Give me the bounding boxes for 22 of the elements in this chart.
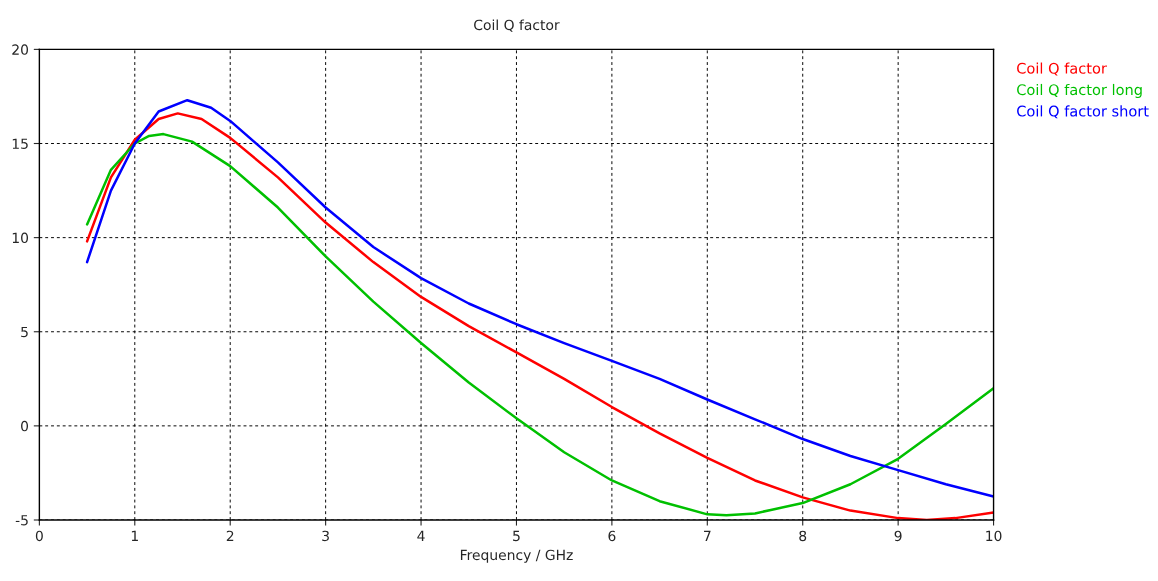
text: Coil Q factor short	[1017, 105, 1149, 119]
x-tick-label: 6	[608, 530, 616, 542]
x-tick-label: 9	[894, 530, 902, 542]
chart-title: Coil Q factor	[474, 19, 560, 32]
x-tick-label: 10	[986, 530, 1002, 542]
x-tick-label: 7	[704, 530, 711, 541]
text: Coil Q factor long	[1017, 83, 1142, 99]
y-tick-label: 15	[12, 138, 28, 149]
y-tick-label: 5	[21, 326, 28, 338]
x-tick-label: 2	[226, 530, 234, 541]
y-tick-label: -5	[15, 515, 28, 526]
x-tick-label: 1	[131, 530, 138, 541]
y-tick-label: 0	[21, 420, 29, 432]
x-tick-label: 3	[322, 530, 329, 542]
x-tick-label: 5	[513, 530, 520, 542]
text: Coil Q factor	[1017, 62, 1107, 76]
y-tick-label: 20	[12, 44, 29, 55]
x-axis-title: Frequency / GHz	[460, 549, 573, 563]
x-tick-label: 8	[799, 530, 807, 542]
x-tick-label: 4	[417, 530, 425, 541]
x-tick-label: 0	[35, 530, 43, 542]
y-tick-label: 10	[12, 232, 29, 244]
